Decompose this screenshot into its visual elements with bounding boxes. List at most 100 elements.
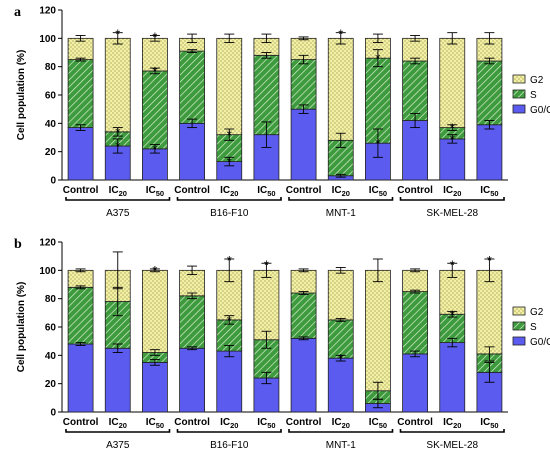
bar-g0-g1: [402, 353, 428, 413]
significance-marker: *: [115, 27, 120, 42]
y-tick-label: 120: [39, 6, 56, 17]
y-tick-label: 100: [39, 34, 56, 45]
y-tick-label: 80: [45, 294, 57, 305]
x-tick-label: IC20: [109, 417, 127, 430]
bar-s: [67, 286, 94, 345]
significance-marker: *: [152, 30, 157, 45]
group-label: A375: [106, 440, 130, 451]
significance-marker: *: [227, 155, 232, 170]
group-bracket: [65, 197, 171, 201]
x-tick-label: Control: [63, 185, 99, 196]
bar-g0-g1: [179, 347, 205, 413]
group-label: A375: [106, 208, 130, 219]
significance-marker: *: [375, 136, 380, 151]
bar-g2: [365, 269, 391, 392]
x-tick-label: IC50: [146, 185, 164, 198]
x-tick-label: IC50: [146, 417, 164, 430]
x-tick-label: IC50: [257, 417, 275, 430]
legend-swatch-g0-g1: [512, 336, 526, 346]
group-bracket: [176, 197, 282, 201]
panel-label: a: [14, 5, 21, 20]
x-tick-label: IC20: [332, 417, 350, 430]
bar-g2: [327, 37, 354, 141]
significance-marker: *: [227, 253, 232, 268]
group-label: SK-MEL-28: [426, 440, 478, 451]
bar-s: [402, 60, 428, 121]
bar-g2: [104, 37, 131, 133]
significance-marker: *: [152, 263, 157, 278]
bar-g0-g1: [179, 122, 205, 181]
legend-label: G0/G1: [530, 105, 550, 116]
bar-s: [142, 70, 168, 150]
significance-marker: *: [227, 313, 232, 328]
y-tick-label: 60: [45, 91, 57, 102]
group-bracket: [288, 429, 394, 433]
bar-g2: [402, 37, 428, 62]
legend-label: G0/G1: [530, 337, 550, 348]
significance-marker: *: [115, 139, 120, 154]
x-tick-label: Control: [286, 185, 322, 196]
y-tick-label: 40: [45, 119, 57, 130]
y-tick-label: 120: [39, 238, 56, 249]
bar-g2: [290, 269, 317, 294]
x-tick-label: Control: [286, 417, 322, 428]
x-tick-label: IC50: [480, 185, 498, 198]
group-bracket: [399, 197, 505, 201]
x-tick-label: IC50: [369, 185, 387, 198]
group-bracket: [176, 429, 282, 433]
bar-g2: [476, 269, 503, 355]
group-label: B16-F10: [210, 208, 249, 219]
significance-marker: *: [338, 351, 343, 366]
y-tick-label: 60: [45, 323, 57, 334]
bar-s: [179, 50, 205, 124]
x-tick-label: Control: [63, 417, 99, 428]
group-bracket: [399, 429, 505, 433]
x-tick-label: Control: [397, 185, 433, 196]
panel-label: b: [14, 237, 22, 252]
y-tick-label: 40: [45, 351, 57, 362]
y-tick-label: 20: [45, 379, 57, 390]
bar-g0-g1: [67, 343, 94, 413]
significance-marker: *: [450, 307, 455, 322]
bar-s: [476, 60, 503, 126]
bar-g2: [216, 269, 243, 321]
x-tick-label: IC50: [369, 417, 387, 430]
significance-marker: *: [227, 128, 232, 143]
bar-s: [67, 59, 94, 128]
group-bracket: [65, 429, 171, 433]
x-tick-label: Control: [174, 185, 210, 196]
significance-marker: *: [450, 257, 455, 272]
x-tick-label: Control: [397, 417, 433, 428]
x-tick-label: IC20: [443, 417, 461, 430]
group-label: MNT-1: [326, 208, 356, 219]
group-label: B16-F10: [210, 440, 249, 451]
significance-marker: *: [152, 64, 157, 79]
bar-g2: [402, 269, 428, 292]
bar-g2: [327, 269, 354, 321]
significance-marker: *: [338, 27, 343, 42]
y-axis-label: Cell population (%): [16, 282, 27, 373]
bar-g0-g1: [253, 377, 280, 413]
bar-g0-g1: [67, 127, 94, 181]
x-tick-label: IC20: [443, 185, 461, 198]
bar-g2: [67, 269, 94, 288]
group-label: SK-MEL-28: [426, 208, 478, 219]
bar-g2: [142, 269, 168, 353]
legend-swatch-s: [512, 321, 526, 331]
legend-swatch-g2: [512, 74, 526, 84]
bar-g2: [253, 269, 280, 341]
y-tick-label: 20: [45, 147, 57, 158]
y-tick-label: 100: [39, 266, 56, 277]
group-bracket: [288, 197, 394, 201]
significance-marker: *: [264, 257, 269, 272]
bar-s: [402, 291, 428, 355]
significance-marker: *: [450, 132, 455, 147]
y-tick-label: 0: [50, 408, 56, 419]
bar-s: [290, 292, 317, 339]
significance-marker: *: [115, 125, 120, 140]
legend-label: S: [530, 322, 537, 333]
chart-panel-b: b Cell population (%) 0 20 40 60 80 100 120 * * * * *…: [14, 237, 550, 451]
bar-s: [179, 295, 205, 349]
bar-g0-g1: [439, 342, 466, 413]
